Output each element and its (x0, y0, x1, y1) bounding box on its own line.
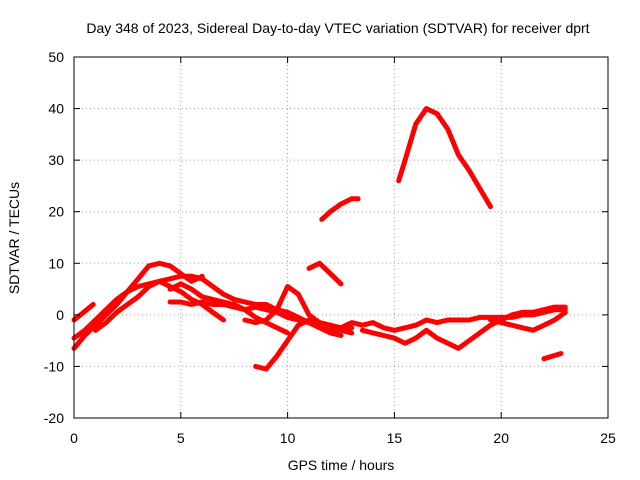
x-tick-label: 15 (387, 430, 403, 446)
x-tick-label: 0 (70, 430, 78, 446)
x-tick-label: 10 (280, 430, 296, 446)
y-tick-label: 40 (48, 101, 64, 117)
y-tick-label: 10 (48, 255, 64, 271)
x-axis-label: GPS time / hours (288, 457, 395, 473)
data-series-s14 (488, 309, 568, 333)
y-tick-label: 50 (48, 49, 64, 65)
data-series-s7 (253, 317, 344, 372)
data-series-s2 (71, 273, 312, 341)
axis-ticks (73, 56, 609, 419)
data-series-s13 (359, 304, 568, 351)
y-tick-label: 30 (48, 152, 64, 168)
data-series-s6 (167, 281, 291, 336)
y-tick-label: 0 (56, 307, 64, 323)
data-series-s11 (396, 106, 493, 210)
data-series-s3 (71, 302, 96, 323)
data-series-s9 (306, 260, 344, 287)
plot-frame (73, 56, 609, 419)
y-tick-label: -20 (44, 410, 64, 426)
chart-title: Day 348 of 2023, Sidereal Day-to-day VTE… (86, 20, 589, 36)
x-tick-label: 20 (493, 430, 509, 446)
y-tick-label: 20 (48, 204, 64, 220)
x-tick-labels: 0 5 10 15 20 25 (70, 430, 616, 446)
y-tick-labels: -20 -10 0 10 20 30 40 50 (44, 49, 64, 426)
data-series-s12 (327, 307, 568, 333)
x-tick-label: 25 (600, 430, 616, 446)
data-series-s1 (71, 260, 205, 351)
y-axis-label: SDTVAR / TECUs (6, 182, 22, 294)
y-tick-label: -10 (44, 358, 64, 374)
data-series-layer (71, 106, 568, 372)
data-series-s10 (319, 196, 361, 222)
data-series-s15 (541, 351, 564, 362)
x-tick-label: 5 (177, 430, 185, 446)
grid-lines (74, 57, 608, 418)
